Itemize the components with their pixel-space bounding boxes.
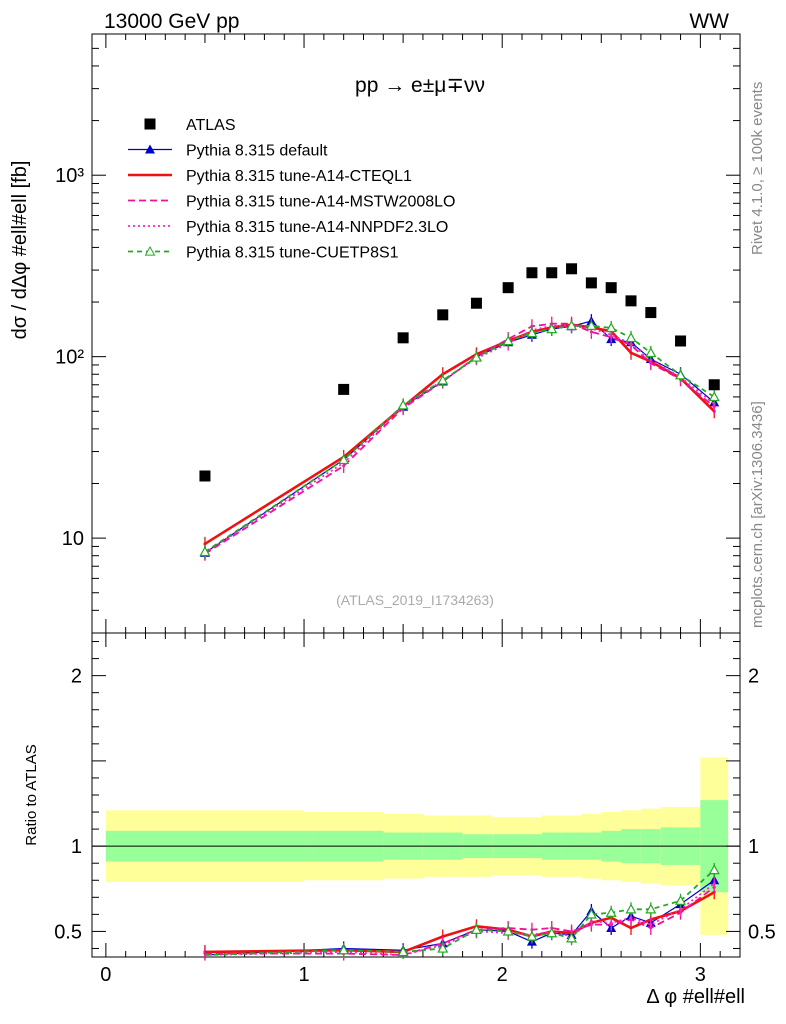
ratio-point bbox=[397, 946, 409, 957]
main-point bbox=[585, 320, 597, 330]
main-line-pythia-8-315-tune-a14-nnpdf2-3lo bbox=[204, 324, 715, 554]
header-energy: 13000 GeV pp bbox=[104, 10, 239, 33]
ratio-point bbox=[470, 923, 482, 934]
ratio-point bbox=[649, 923, 653, 927]
atlas-data-point bbox=[546, 267, 558, 279]
ratio-point bbox=[645, 903, 657, 914]
atlas-data-point bbox=[675, 335, 687, 347]
ratio-y-tick-label-right: 2 bbox=[748, 666, 759, 688]
legend-label: Pythia 8.315 default bbox=[186, 143, 328, 160]
ratio-y-tick-label: 1 bbox=[71, 836, 82, 858]
ratio-point bbox=[609, 921, 613, 925]
main-point bbox=[437, 374, 449, 385]
atlas-data-point bbox=[437, 309, 449, 321]
side-rivet-text: Rivet 4.1.0, ≥ 100k events bbox=[749, 82, 766, 255]
ratio-point bbox=[566, 932, 578, 943]
ratio-y-tick-label: 0.5 bbox=[54, 921, 82, 943]
main-point bbox=[708, 391, 720, 402]
legend-label: Pythia 8.315 tune-A14-NNPDF2.3LO bbox=[186, 219, 448, 236]
atlas-data-point bbox=[585, 277, 597, 289]
ratio-point bbox=[629, 926, 633, 930]
x-tick-label: 0 bbox=[100, 964, 111, 986]
legend-marker bbox=[144, 245, 156, 256]
main-point bbox=[199, 546, 211, 557]
atlas-data-point bbox=[338, 383, 350, 395]
x-axis-label: Δ φ #ell#ell bbox=[646, 986, 745, 1008]
atlas-data-point bbox=[526, 267, 538, 279]
legend-label: Pythia 8.315 tune-A14-CTEQL1 bbox=[186, 168, 412, 185]
legend-label: Pythia 8.315 tune-A14-MSTW2008LO bbox=[186, 194, 455, 211]
main-point bbox=[397, 399, 409, 410]
ratio-y-tick-label: 2 bbox=[71, 666, 82, 688]
ratio-point bbox=[712, 882, 716, 886]
ratio-point bbox=[605, 906, 617, 917]
atlas-data-point bbox=[708, 379, 720, 391]
ratio-point bbox=[502, 925, 514, 936]
main-point bbox=[546, 323, 558, 334]
ratio-point bbox=[437, 942, 449, 953]
atlas-data-point bbox=[645, 307, 657, 319]
legend-label: ATLAS bbox=[186, 117, 236, 134]
legend: ATLAS Pythia 8.315 default Pythia 8.315 tu… bbox=[128, 117, 455, 262]
main-point bbox=[629, 351, 633, 355]
side-mcplots-text: mcplots.cern.ch [arXiv:1306.3436] bbox=[749, 401, 766, 628]
ratio-plot-panel: 0.5 0.5 1 1 2 2 0 1 2 3 bbox=[54, 632, 776, 986]
ratio-point bbox=[338, 944, 350, 955]
ratio-point bbox=[526, 930, 538, 941]
main-point bbox=[649, 358, 653, 362]
ratio-y-tick-label-right: 0.5 bbox=[748, 921, 776, 943]
main-chart-title: pp → e±μ∓νν bbox=[355, 74, 485, 97]
ratio-y-axis-label: Ratio to ATLAS bbox=[23, 744, 40, 845]
header-process: WW bbox=[689, 10, 729, 33]
main-point bbox=[675, 369, 687, 380]
atlas-data-point bbox=[605, 282, 617, 294]
y-tick-label: 10 bbox=[62, 528, 84, 550]
main-point bbox=[625, 332, 637, 343]
main-point bbox=[470, 351, 482, 362]
ratio-point bbox=[546, 927, 558, 938]
atlas-data-point bbox=[566, 263, 578, 275]
main-point bbox=[645, 347, 657, 358]
ratio-point bbox=[625, 903, 637, 914]
main-point bbox=[502, 335, 514, 346]
main-point bbox=[203, 542, 207, 546]
atlas-data-point bbox=[397, 332, 409, 344]
legend-marker bbox=[145, 144, 155, 154]
atlas-data-point bbox=[625, 295, 637, 307]
y-tick-label: 10³ bbox=[55, 165, 84, 187]
atlas-data-point bbox=[502, 282, 514, 294]
analysis-tag: (ATLAS_2019_I1734263) bbox=[336, 592, 494, 608]
atlas-data-point bbox=[470, 297, 482, 309]
main-point bbox=[605, 322, 617, 333]
atlas-data-point bbox=[199, 470, 211, 482]
x-tick-label: 3 bbox=[695, 964, 706, 986]
ratio-point bbox=[675, 894, 687, 905]
y-tick-label: 10² bbox=[55, 347, 84, 369]
ratio-point bbox=[679, 907, 683, 911]
main-point bbox=[526, 327, 538, 338]
x-tick-label: 1 bbox=[298, 964, 309, 986]
legend-marker bbox=[144, 118, 156, 130]
main-point bbox=[566, 320, 578, 330]
ratio-point bbox=[585, 908, 597, 919]
legend-label: Pythia 8.315 tune-CUETP8S1 bbox=[186, 245, 399, 262]
main-y-axis-label: dσ / dΔφ #ell#ell [fb] bbox=[9, 161, 31, 340]
main-point bbox=[338, 454, 350, 465]
x-tick-label: 2 bbox=[497, 964, 508, 986]
main-plot-panel: 10 10² 10³ bbox=[55, 33, 741, 634]
ratio-y-tick-label-right: 1 bbox=[748, 836, 759, 858]
ratio-point bbox=[708, 864, 720, 875]
ratio-point bbox=[629, 916, 633, 920]
